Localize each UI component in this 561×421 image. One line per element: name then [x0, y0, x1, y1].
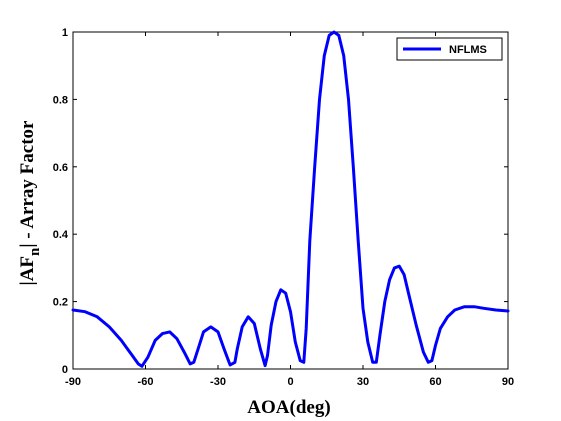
x-tick-label: -60	[138, 376, 154, 388]
x-tick-label: 60	[429, 376, 441, 388]
x-axis-title: AOA(deg)	[247, 397, 330, 418]
plot-area: -90 -60 -30 0 30 60 90 0 0.2 0.4 0.6 0.8 1 NFLMS	[53, 27, 514, 388]
y-tick-label: 0.2	[53, 297, 68, 309]
y-tick-label: 0.8	[53, 94, 68, 106]
y-tick-label: 0.4	[53, 229, 69, 241]
x-tick-label: -90	[65, 376, 81, 388]
x-tick-label: 90	[502, 376, 514, 388]
y-axis-title-subscript: n	[27, 247, 43, 256]
y-axis-title: |AFn| - Array Factor	[17, 120, 43, 286]
x-tick-label: 0	[287, 376, 293, 388]
legend-label: NFLMS	[449, 44, 487, 56]
x-tick-label: -30	[210, 376, 226, 388]
y-axis-title-rest: | - Array Factor	[17, 120, 38, 248]
x-tick-label: 30	[357, 376, 369, 388]
y-tick-label: 0	[62, 364, 68, 376]
y-axis-title-main: |AF	[17, 256, 38, 286]
y-tick-label: 0.6	[53, 162, 68, 174]
y-tick-label: 1	[62, 27, 68, 39]
series-line-nflms	[71, 30, 510, 368]
legend-box	[396, 37, 503, 61]
